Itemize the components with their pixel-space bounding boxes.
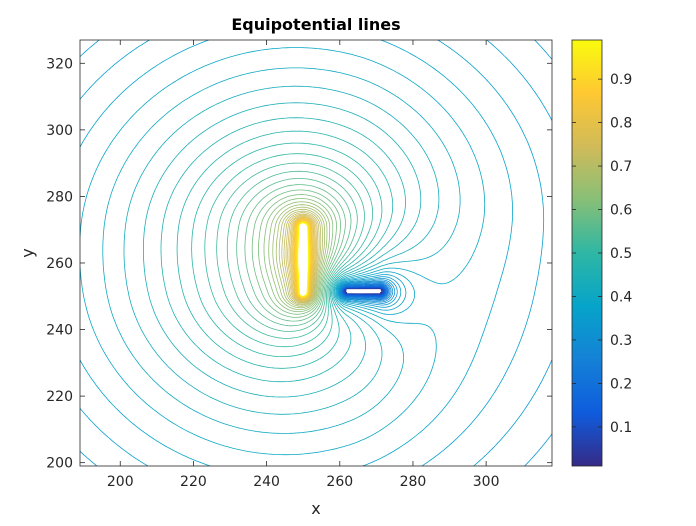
y-tick-label: 200: [46, 456, 73, 472]
x-tick-label: 260: [326, 474, 353, 490]
electrodes: [301, 226, 381, 294]
contour-line: [160, 117, 406, 383]
contour-line: [258, 194, 337, 315]
x-tick-label: 240: [253, 474, 280, 490]
contour-line: [143, 102, 422, 398]
colorbar-ticks: 0.1 0.2 0.3 0.4 0.5 0.6 0.7 0.8 0.9: [572, 72, 632, 436]
contour-line: [80, 47, 486, 456]
contour-line: [216, 162, 365, 339]
x-tick-label: 280: [400, 474, 427, 490]
contour-line: [290, 216, 315, 301]
y-tick-label: 220: [46, 389, 73, 405]
contour-line: [285, 213, 319, 303]
contour-line: [272, 204, 328, 309]
contour-line: [268, 201, 331, 310]
colorbar-tick-label: 0.1: [610, 420, 632, 436]
y-tick-label: 320: [46, 56, 73, 72]
contour-line: [102, 67, 461, 434]
contour-line: [339, 280, 394, 303]
contour-line: [340, 282, 391, 301]
chart-title: Equipotential lines: [231, 15, 400, 34]
contour-line: [338, 40, 552, 466]
contour-line: [236, 178, 352, 327]
colorbar-tick-label: 0.2: [610, 376, 632, 392]
contour-line: [80, 40, 552, 466]
contour-line: [275, 206, 325, 307]
contour-line: [339, 281, 392, 302]
contour-line: [226, 170, 358, 332]
contour-line: [283, 212, 320, 304]
colorbar-tick-label: 0.9: [610, 72, 632, 88]
contour-line: [204, 153, 374, 348]
contour-line: [338, 279, 396, 304]
contour-line: [278, 208, 323, 306]
y-tick-label: 300: [46, 123, 73, 139]
colorbar-tick-label: 0.7: [610, 159, 632, 175]
y-tick-label: 240: [46, 323, 73, 339]
contour-line: [292, 218, 314, 300]
contour-lines: [80, 40, 552, 466]
contour-line: [123, 85, 440, 415]
colorbar-tick-label: 0.6: [610, 203, 632, 219]
contour-line: [176, 130, 394, 369]
colorbar-tick-label: 0.4: [610, 289, 632, 305]
contour-line: [244, 184, 346, 322]
contour-line: [281, 210, 322, 305]
x-tick-label: 220: [180, 474, 207, 490]
contour-line: [191, 142, 383, 357]
contour-line: [80, 40, 513, 466]
colorbar-tick-label: 0.3: [610, 333, 632, 349]
contour-line: [263, 198, 334, 313]
colorbar-tick-label: 0.5: [610, 246, 632, 262]
x-tick-label: 200: [107, 474, 134, 490]
contour-line: [287, 214, 317, 302]
contour-line: [251, 189, 341, 318]
y-tick-label: 280: [46, 189, 73, 205]
contour-line: [297, 222, 309, 297]
y-axis-ticks: 200 220 240 260 280 300 320: [46, 56, 552, 472]
contour-line: [291, 217, 315, 300]
contour-line: [80, 40, 545, 466]
y-tick-label: 260: [46, 256, 73, 272]
contour-line: [288, 215, 316, 302]
colorbar-tick-label: 0.8: [610, 116, 632, 132]
y-axis-label: y: [18, 248, 37, 257]
x-axis-ticks: 200 220 240 260 280 300: [107, 40, 500, 490]
colorbar: [571, 39, 603, 467]
x-axis-label: x: [311, 499, 320, 518]
plot-frame: [79, 39, 553, 467]
x-tick-label: 300: [473, 474, 500, 490]
